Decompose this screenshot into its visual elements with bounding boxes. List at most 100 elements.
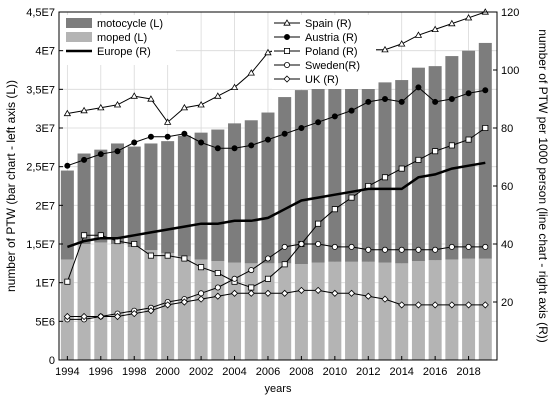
bar-motocycle [395, 80, 409, 264]
bar-moped [378, 262, 392, 360]
legend-left: motocycle (L) moped (L) Europe (R) [64, 15, 176, 65]
line-point [398, 40, 406, 47]
line-point [80, 312, 88, 321]
line-point [80, 106, 88, 114]
left-axis-label: number of PTW (bar chart - left axis (L)… [4, 80, 18, 292]
line-point [231, 275, 238, 282]
line-point [414, 31, 423, 38]
line-point [181, 255, 188, 262]
right-tick-label: 120 [501, 7, 519, 19]
line-point [347, 289, 356, 297]
line-point [214, 292, 222, 300]
bar-moped [244, 263, 258, 360]
line-point [331, 113, 338, 120]
legend-label: Austria (R) [305, 32, 358, 44]
line-point [264, 275, 271, 282]
line-point [181, 130, 188, 137]
left-tick-label: 5E6 [35, 316, 55, 328]
line-point [281, 243, 288, 250]
line-point [97, 151, 104, 158]
bar-moped [462, 258, 476, 360]
left-tick-label: 1,5E7 [26, 239, 55, 251]
line-point [398, 98, 405, 105]
line-point [398, 246, 405, 253]
left-tick-label: 3,5E7 [26, 84, 55, 96]
line-point [298, 125, 305, 132]
line-point [97, 312, 105, 321]
left-tick-label: 3E7 [35, 123, 55, 135]
bar-motocycle [311, 87, 325, 263]
x-tick-label: 2018 [456, 366, 480, 378]
legend-label: moped (L) [97, 32, 147, 44]
x-tick-label: 2016 [423, 366, 447, 378]
line-point [298, 240, 305, 247]
bar-moped [445, 259, 459, 360]
bar-moped [395, 263, 409, 360]
line-point [482, 87, 489, 94]
bar-moped [261, 263, 275, 360]
bar-moped [228, 262, 242, 360]
line-point [448, 19, 456, 27]
line-point [130, 310, 138, 318]
line-point [164, 301, 172, 309]
right-tick-label: 20 [501, 297, 513, 309]
bar-moped [60, 259, 74, 360]
x-tick-label: 2012 [356, 366, 380, 378]
legend-label: motocycle (L) [97, 18, 163, 30]
line-point [113, 100, 122, 108]
line-point [283, 62, 290, 69]
line-point [163, 118, 172, 125]
left-tick-label: 0 [49, 355, 55, 367]
legend-label: Poland (R) [305, 46, 358, 58]
bar-moped [361, 261, 375, 360]
line-point [198, 139, 205, 146]
bar-motocycle [244, 120, 258, 264]
line-point [230, 289, 239, 297]
x-tick-label: 1998 [122, 366, 146, 378]
line-point [465, 136, 472, 143]
line-point [283, 48, 290, 55]
line-point [64, 162, 71, 169]
line-point [214, 145, 221, 152]
bar-motocycle [77, 153, 91, 244]
legend-label: Sweden(R) [305, 60, 360, 72]
line-point [281, 289, 289, 297]
line-point [315, 119, 322, 126]
bar-moped [428, 260, 442, 360]
bar-moped [294, 264, 308, 360]
bar-motocycle [94, 149, 108, 243]
line-point [147, 133, 154, 140]
line-point [481, 301, 489, 309]
line-point [415, 246, 422, 253]
bar-motocycle [278, 97, 292, 264]
line-point [432, 98, 439, 105]
line-point [281, 130, 288, 137]
x-tick-label: 2002 [189, 366, 213, 378]
line-point [348, 243, 355, 250]
x-tick-label: 1994 [55, 366, 79, 378]
line-point [114, 148, 121, 155]
bar-motocycle [161, 141, 175, 254]
legend-swatch [66, 18, 92, 28]
legend-right: Spain (R) Austria (R) Poland (R) Sweden(R) U… [272, 15, 376, 89]
legend-label: UK (R) [305, 74, 339, 86]
line-point [63, 109, 72, 117]
line-point [264, 48, 272, 56]
line-point [147, 95, 155, 102]
line-point [431, 301, 439, 309]
line-point [348, 194, 355, 201]
line-point [247, 289, 255, 297]
line-point [281, 261, 288, 268]
line-point [331, 289, 339, 297]
line-point [264, 289, 272, 297]
line-point [283, 34, 290, 41]
line-point [448, 96, 455, 103]
line-point [64, 278, 71, 285]
line-point [81, 156, 88, 163]
bar-motocycle [261, 112, 275, 264]
line-point [348, 107, 355, 114]
line-point [414, 301, 422, 309]
legend-label: Spain (R) [305, 18, 351, 30]
bar-motocycle [228, 123, 242, 263]
bar-motocycle [211, 129, 225, 262]
